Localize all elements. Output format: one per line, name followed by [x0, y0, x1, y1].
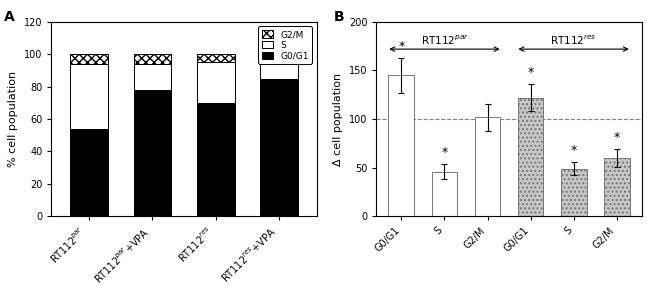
Text: RT112$^{res}$: RT112$^{res}$ — [551, 34, 597, 47]
Bar — [197, 103, 235, 216]
Bar — [517, 98, 543, 216]
Bar — [70, 64, 109, 129]
Y-axis label: Δ cell population: Δ cell population — [333, 73, 343, 166]
Bar — [260, 62, 298, 78]
Bar — [604, 158, 630, 216]
Bar — [432, 171, 458, 216]
Bar — [197, 62, 235, 103]
Text: *: * — [398, 40, 404, 53]
Bar — [197, 54, 235, 62]
Text: B: B — [334, 10, 345, 24]
Bar — [260, 78, 298, 216]
Text: RT112$^{par}$: RT112$^{par}$ — [421, 34, 469, 47]
Bar — [133, 64, 172, 90]
Y-axis label: % cell population: % cell population — [8, 71, 18, 167]
Bar — [474, 117, 500, 216]
Bar — [70, 54, 109, 64]
Bar — [133, 90, 172, 216]
Text: *: * — [441, 146, 448, 159]
Text: A: A — [4, 10, 14, 24]
Bar — [561, 168, 586, 216]
Text: *: * — [614, 131, 620, 144]
Text: *: * — [527, 66, 534, 79]
Bar — [70, 129, 109, 216]
Legend: G2/M, S, G0/G1: G2/M, S, G0/G1 — [259, 26, 312, 64]
Bar — [260, 54, 298, 62]
Bar — [133, 54, 172, 64]
Bar — [389, 75, 414, 216]
Text: *: * — [571, 144, 577, 157]
